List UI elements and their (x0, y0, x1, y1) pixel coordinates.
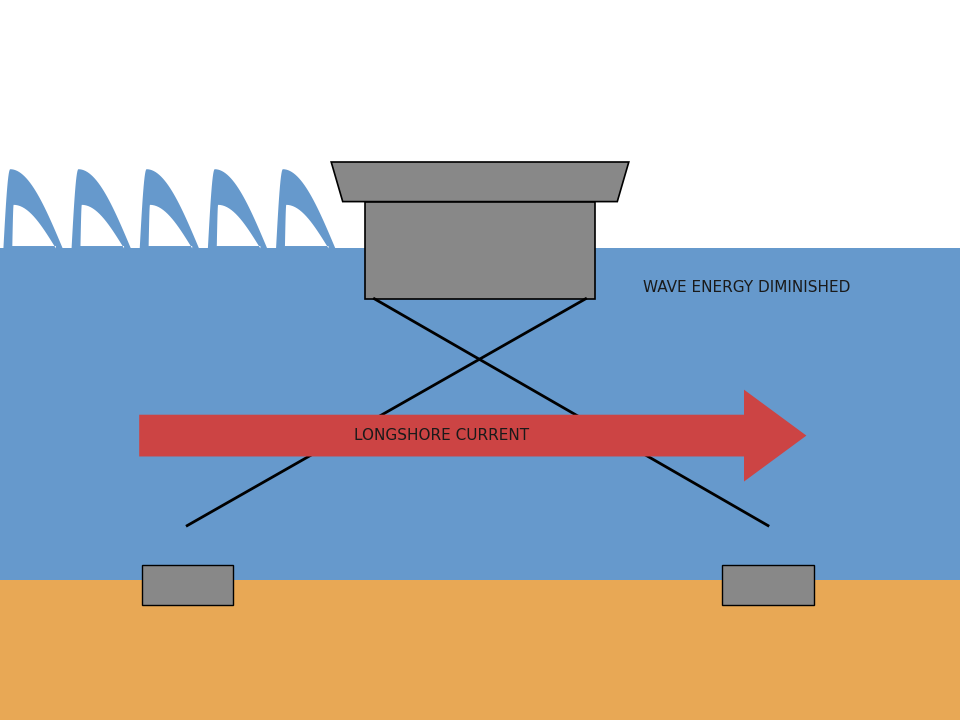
Polygon shape (217, 204, 260, 248)
Text: WAVE ENERGY DIMINISHED: WAVE ENERGY DIMINISHED (643, 281, 851, 295)
Polygon shape (331, 162, 629, 202)
Bar (142, 565, 233, 605)
Polygon shape (12, 204, 56, 248)
Polygon shape (72, 169, 131, 248)
Polygon shape (149, 204, 192, 248)
Bar (365, 202, 595, 299)
Polygon shape (81, 204, 124, 248)
Polygon shape (208, 169, 267, 248)
Polygon shape (276, 169, 335, 248)
Bar (0, 248, 960, 580)
Bar (0, 580, 960, 720)
FancyArrow shape (139, 390, 806, 482)
Polygon shape (285, 204, 328, 248)
Bar (723, 565, 814, 605)
Text: LONGSHORE CURRENT: LONGSHORE CURRENT (354, 428, 529, 443)
Polygon shape (140, 169, 199, 248)
Polygon shape (4, 169, 62, 248)
